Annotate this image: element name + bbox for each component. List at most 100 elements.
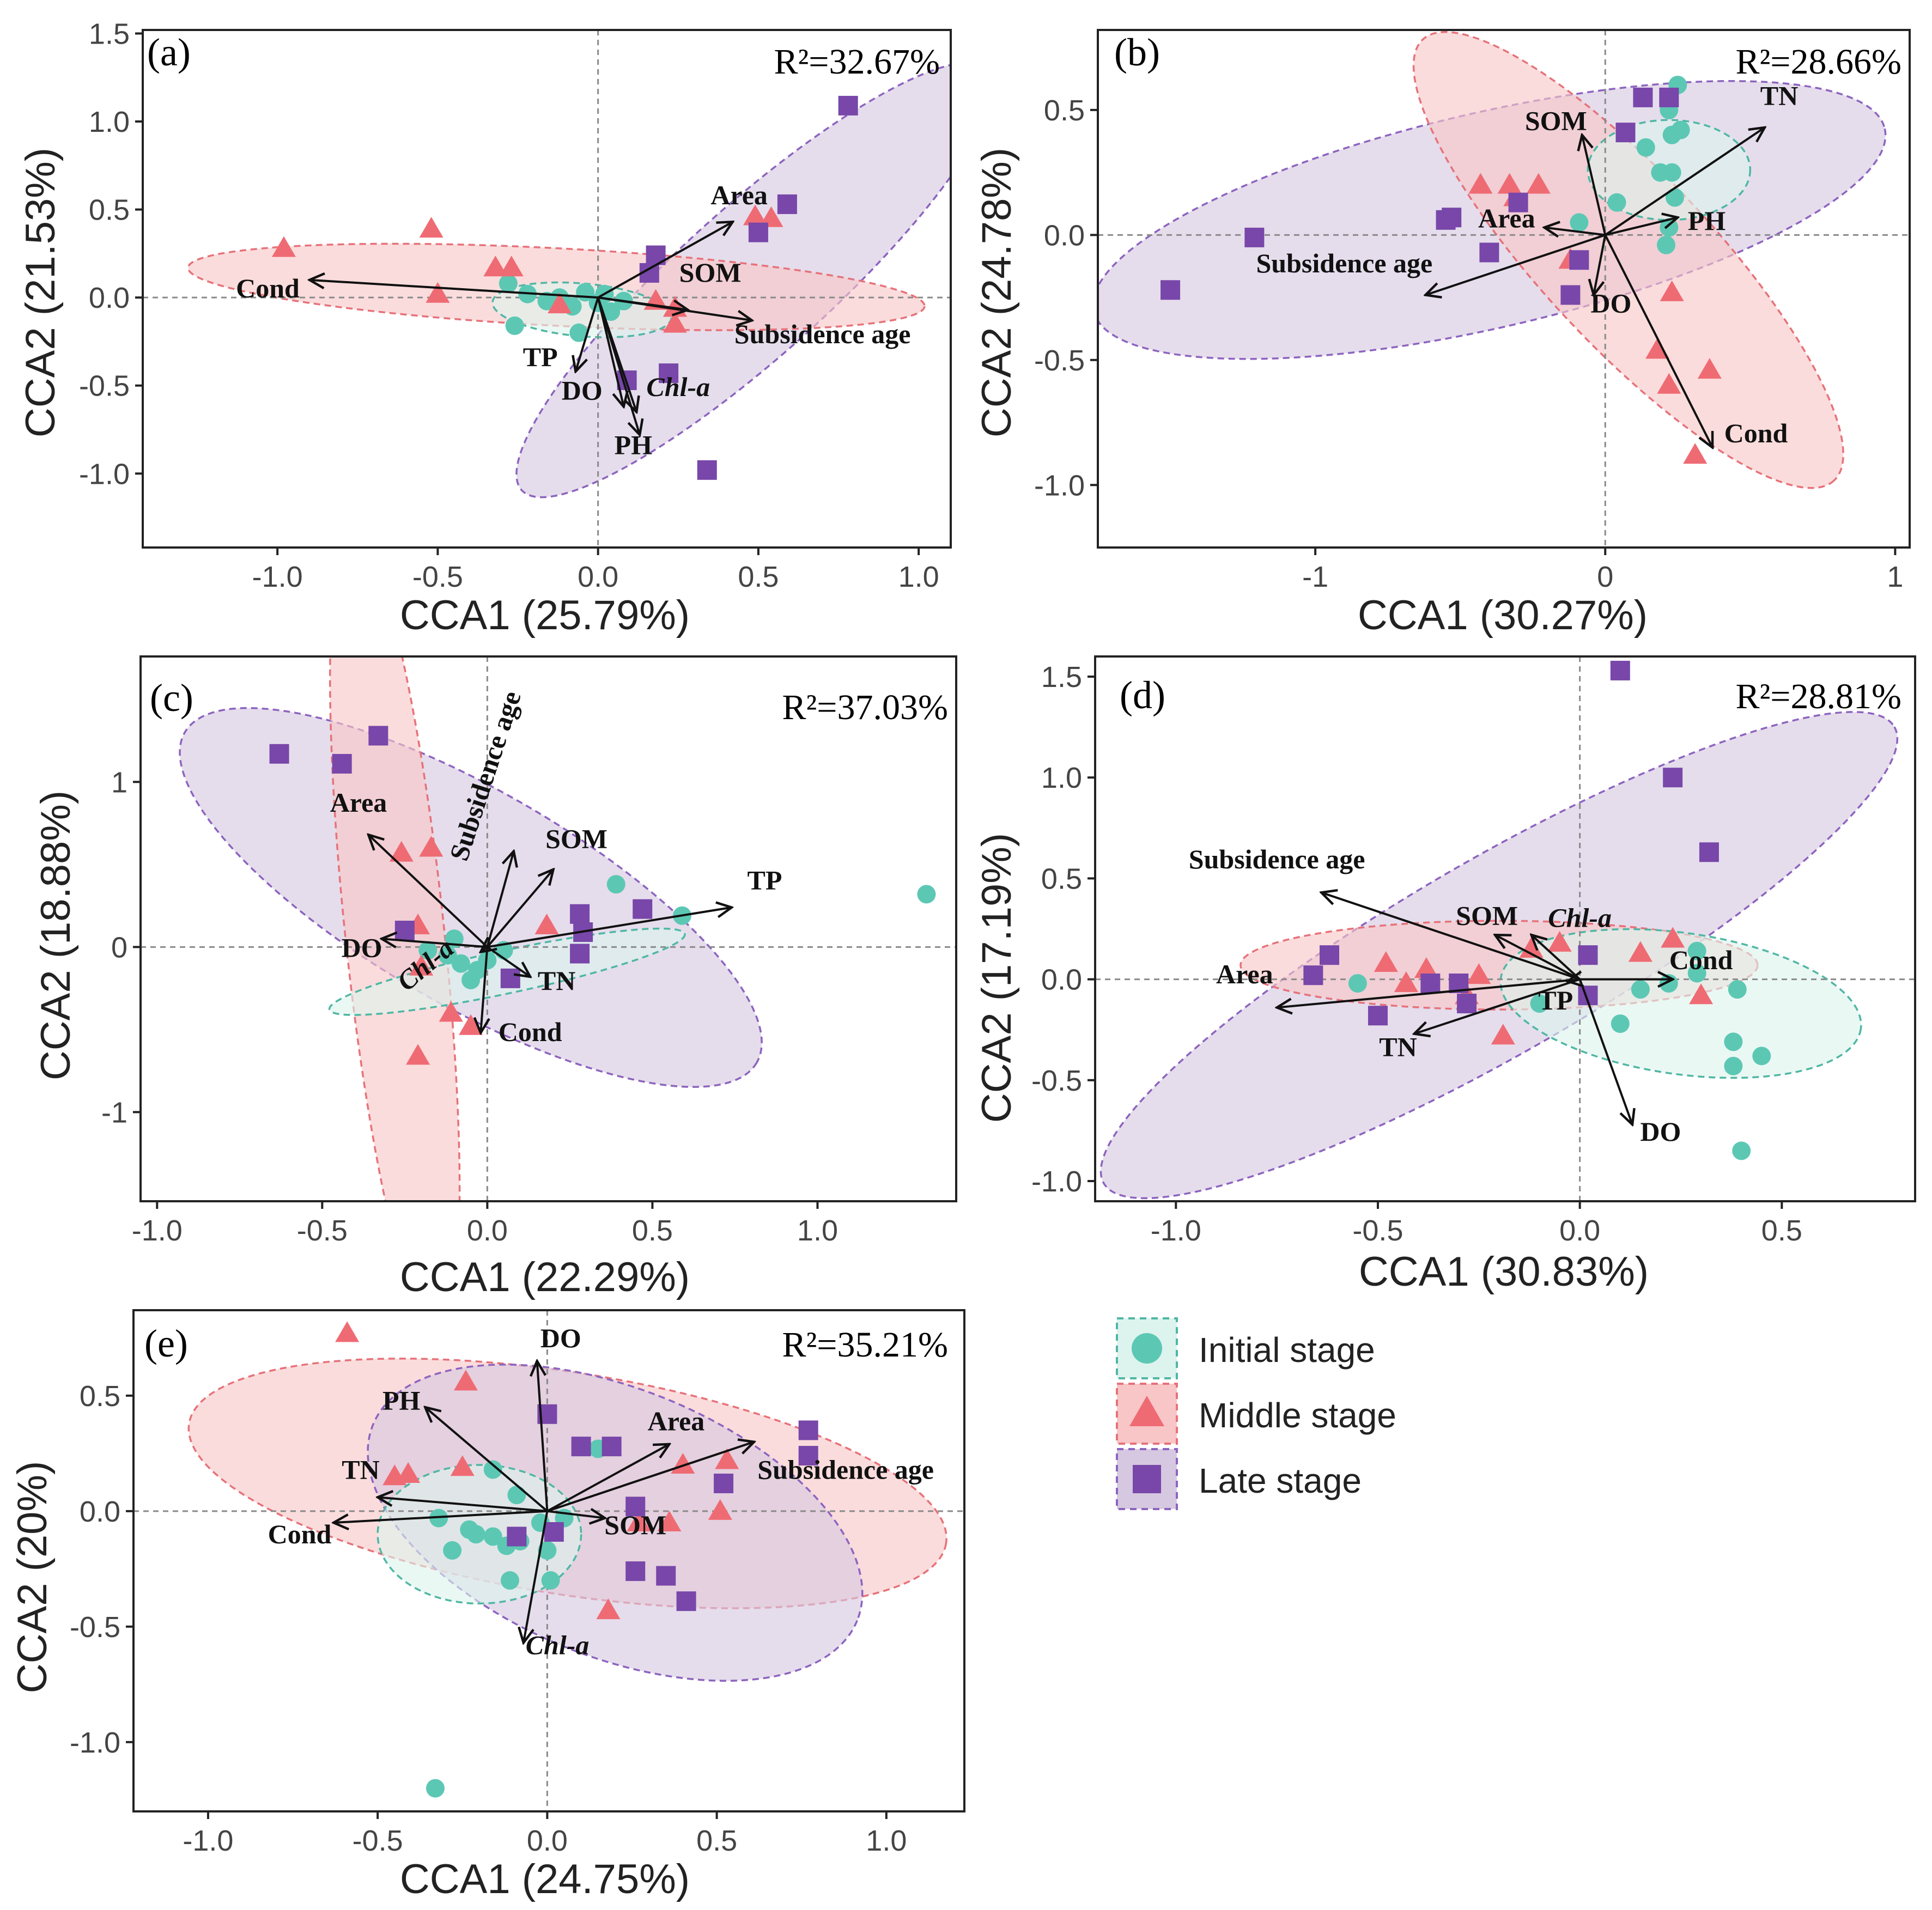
panel-frame [1094,655,1916,1202]
point-middle [657,1511,682,1532]
panel-c-xlabel: CCA1 (22.29%) [400,1254,690,1300]
arrow-chl-a [524,1511,549,1643]
point-initial [505,316,524,335]
y-tick-label: 0.5 [1041,862,1082,895]
point-middle [759,206,783,227]
arrow-label-area: Area [330,787,387,818]
arrow-tn [1414,978,1581,1034]
point-middle [389,841,414,862]
y-tick-label: -1.0 [1031,1165,1082,1198]
point-initial [917,885,936,904]
point-late [748,222,768,242]
point-initial [1657,235,1675,254]
y-tick-label: -0.5 [1034,344,1085,377]
arrow-label-ph: PH [382,1385,421,1415]
point-late [1663,768,1683,788]
point-middle [663,312,687,333]
point-initial [1662,125,1681,144]
point-middle [419,217,443,238]
arrow-do [597,297,624,406]
arrow-area [1277,978,1580,1008]
point-initial [483,1460,502,1479]
arrow-som [547,1511,605,1518]
legend-label-late: Late stage [1199,1461,1362,1500]
point-middle [627,1511,651,1532]
arrow-subsidence-age [1425,234,1606,295]
x-tick-label: -1.0 [1151,1214,1201,1247]
point-middle [409,954,434,976]
arrow-ph [425,1407,548,1512]
point-initial [1687,964,1706,983]
panel-a-label: (a) [147,31,191,74]
arrow-do [1594,234,1607,295]
arrow-cond [1604,234,1712,447]
arrow-subsidence-age [1321,892,1581,981]
point-late [714,1473,734,1493]
arrow-label-cond: Cond [499,1017,562,1047]
arrow-label-area: Area [710,180,768,210]
x-tick-label: 0.5 [696,1824,737,1857]
point-initial [1665,188,1684,207]
point-late [1161,280,1181,300]
point-late [1615,123,1636,143]
arrow-label-subsidence-age: Subsidence age [1189,844,1365,874]
panel-e-xlabel: CCA1 (24.75%) [400,1856,690,1902]
point-initial [483,1527,502,1546]
point-late [633,899,653,919]
point-late [269,744,289,764]
point-middle [499,256,524,277]
arrow-label-tp: TP [748,865,782,895]
arrow-label-do: DO [1590,288,1631,319]
point-middle [1645,338,1670,359]
point-middle [1491,1024,1515,1045]
point-middle [1683,443,1708,464]
point-middle [743,204,768,226]
arrow-label-chl-a: Chl-a [1548,902,1612,933]
arrow-label-som: SOM [679,257,742,288]
point-initial [1732,1141,1751,1160]
y-tick-label: -1.0 [70,1726,120,1759]
panel-frame [1097,29,1911,549]
point-initial [541,1571,560,1590]
panel-a-xlabel: CCA1 (25.79%) [400,592,690,638]
arrow-label-area: Area [1216,959,1273,989]
point-initial [1636,138,1655,157]
point-initial [569,323,588,342]
arrow-label-tn: TN [1379,1031,1417,1062]
panel-e-label: (e) [144,1322,188,1365]
arrow-label-subsidence-age: Subsidence age [757,1454,934,1485]
arrow-label-do: DO [540,1323,581,1353]
point-middle [396,1462,421,1483]
x-tick-label: 1.0 [898,561,939,593]
point-middle [596,1598,621,1620]
arrow-som [1582,135,1607,235]
y-tick-label: 0.0 [80,1495,120,1528]
arrow-label-subsidence-age: Subsidence age [734,319,911,349]
ellipse-late [179,707,763,1088]
arrow-subsidence-age [598,296,752,320]
point-late [1244,227,1265,247]
panel-c-r2: R²=37.03% [782,688,948,727]
point-middle [1657,373,1681,394]
arrow-label-ph: PH [615,430,653,460]
panel-b-label: (b) [1114,31,1160,74]
arrow-tp [575,297,599,372]
y-tick-label: 1.0 [89,106,130,138]
panel-a-r2: R²=32.67% [774,42,940,82]
arrow-do [1578,978,1632,1125]
arrow-label-area: Area [648,1406,705,1436]
y-tick-label: 1.5 [89,17,130,50]
point-late [1457,994,1477,1014]
panel-frame [142,29,952,549]
panel-d-xlabel: CCA1 (30.83%) [1359,1249,1649,1295]
arrow-tn [378,1497,548,1512]
arrow-label-tn: TN [342,1454,379,1485]
point-late [1368,1006,1388,1026]
point-middle [426,282,450,303]
arrow-area [546,1444,669,1512]
y-tick-label: 0.0 [1041,964,1082,996]
arrow-tn [487,946,530,977]
panel-d-inner: Subsidence age SOM Chl-a Cond Area TN TP DO [1095,656,1915,1201]
